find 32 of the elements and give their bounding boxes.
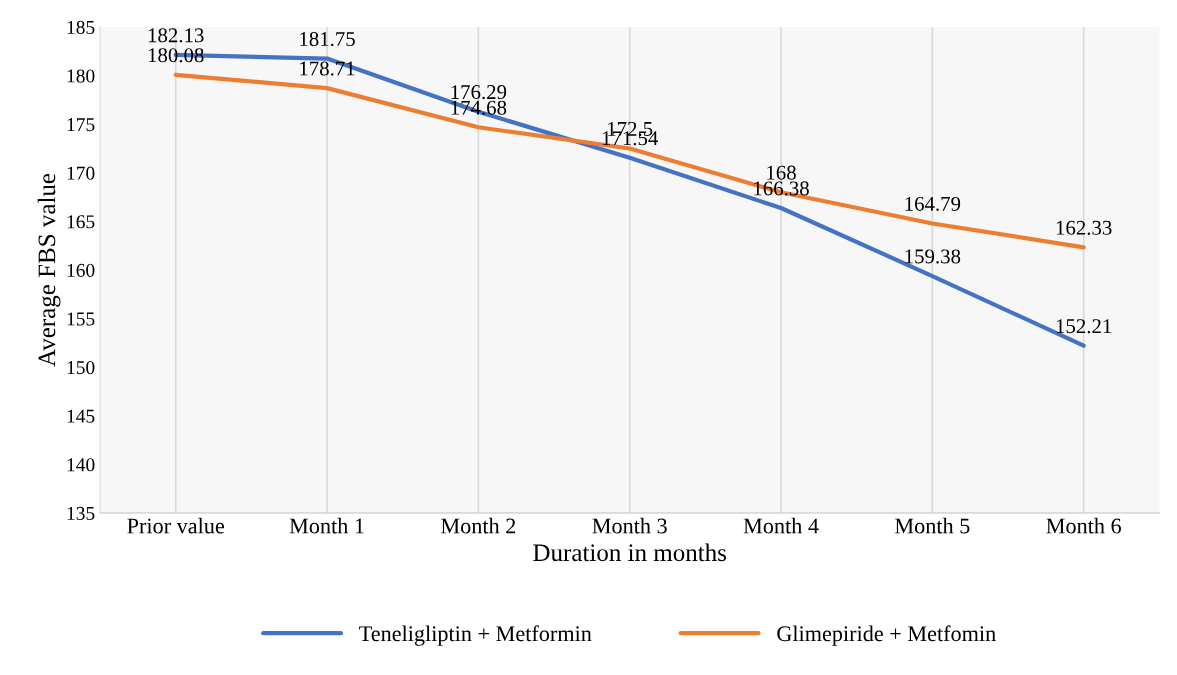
x-tick-label: Month 5 — [895, 517, 970, 534]
y-tick-label: 160 — [67, 263, 95, 277]
y-tick-label: 140 — [67, 458, 95, 472]
x-tick-label: Prior value — [127, 517, 224, 534]
x-tick-label: Month 6 — [1046, 517, 1121, 534]
y-tick-label: 170 — [67, 166, 95, 180]
y-tick-label: 145 — [67, 409, 95, 423]
y-tick-label: 175 — [67, 118, 95, 132]
y-tick-label: 155 — [67, 312, 95, 326]
data-label: 180.08 — [148, 48, 204, 63]
data-label: 162.33 — [1056, 220, 1112, 235]
y-axis-title: Average FBS value — [37, 173, 61, 367]
legend-label: Teneligliptin + Metformin — [359, 625, 592, 646]
data-label: 168 — [767, 165, 796, 180]
data-label: 176.29 — [451, 85, 507, 100]
data-label: 181.75 — [300, 31, 355, 47]
data-label: 152.21 — [1056, 319, 1112, 334]
legend-label: Glimepiride + Metfomin — [777, 625, 996, 646]
x-tick-label: Month 1 — [289, 517, 364, 534]
data-label: 178.71 — [300, 61, 355, 76]
x-tick-label: Month 2 — [441, 517, 516, 534]
y-tick-label: 165 — [67, 215, 95, 229]
data-label: 159.38 — [905, 249, 961, 264]
y-tick-label: 150 — [67, 361, 95, 375]
y-tick-label: 135 — [67, 506, 95, 520]
y-tick-label: 185 — [67, 20, 95, 34]
y-tick-label: 180 — [67, 69, 95, 83]
x-tick-label: Month 4 — [743, 517, 819, 534]
x-tick-label: Month 3 — [592, 517, 667, 534]
x-axis-title: Duration in months — [533, 543, 727, 562]
data-label: 164.79 — [905, 196, 961, 211]
data-label: 182.13 — [148, 28, 204, 43]
